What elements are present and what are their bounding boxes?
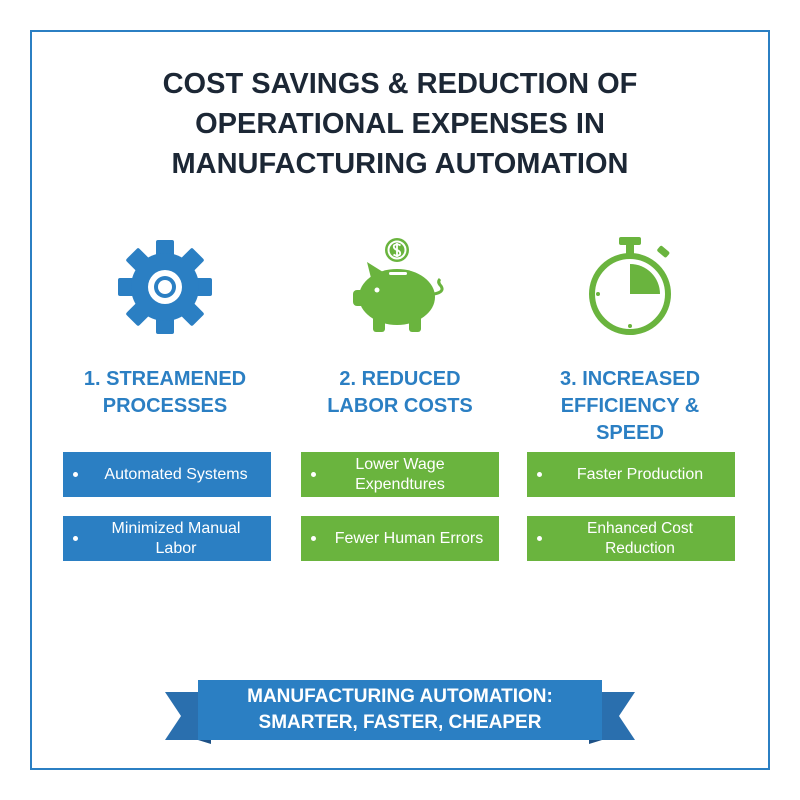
title-line: COST SAVINGS & REDUCTION OF: [162, 68, 638, 100]
column-heading: 3. INCREASED EFFICIENCY & SPEED: [515, 366, 745, 447]
banner-line: SMARTER, FASTER, CHEAPER: [258, 712, 542, 733]
column-heading: 1. STREAMENED PROCESSES: [50, 366, 280, 420]
heading-line: 1. STREAMENED: [83, 368, 247, 390]
banner-text: MANUFACTURING AUTOMATION: SMARTER, FASTE…: [198, 680, 602, 740]
banner-ribbon: [165, 680, 635, 744]
bullet-box: Faster Production: [527, 452, 735, 497]
title: COST SAVINGS & REDUCTION OF OPERATIONAL …: [0, 64, 800, 184]
heading-line: SPEED: [596, 422, 664, 444]
gear-icon: [118, 240, 212, 334]
title-line: OPERATIONAL EXPENSES IN: [195, 108, 605, 140]
bullet-box: Automated Systems: [63, 452, 271, 497]
heading-line: 2. REDUCED: [339, 368, 461, 390]
frame: [30, 30, 770, 770]
bullet-box: Enhanced Cost Reduction: [527, 516, 735, 561]
stopwatch-icon: [589, 237, 671, 335]
heading-line: PROCESSES: [102, 395, 228, 417]
bullet-box: Fewer Human Errors: [301, 516, 499, 561]
banner-line: MANUFACTURING AUTOMATION:: [247, 686, 553, 707]
bullet-box: Lower Wage Expendtures: [301, 452, 499, 497]
heading-line: 3. INCREASED: [559, 368, 701, 390]
heading-line: EFFICIENCY &: [560, 395, 700, 417]
column-heading: 2. REDUCED LABOR COSTS: [285, 366, 515, 420]
title-line: MANUFACTURING AUTOMATION: [171, 148, 629, 180]
heading-line: LABOR COSTS: [327, 395, 473, 417]
piggy-bank-icon: [353, 238, 444, 332]
bullet-box: Minimized Manual Labor: [63, 516, 271, 561]
